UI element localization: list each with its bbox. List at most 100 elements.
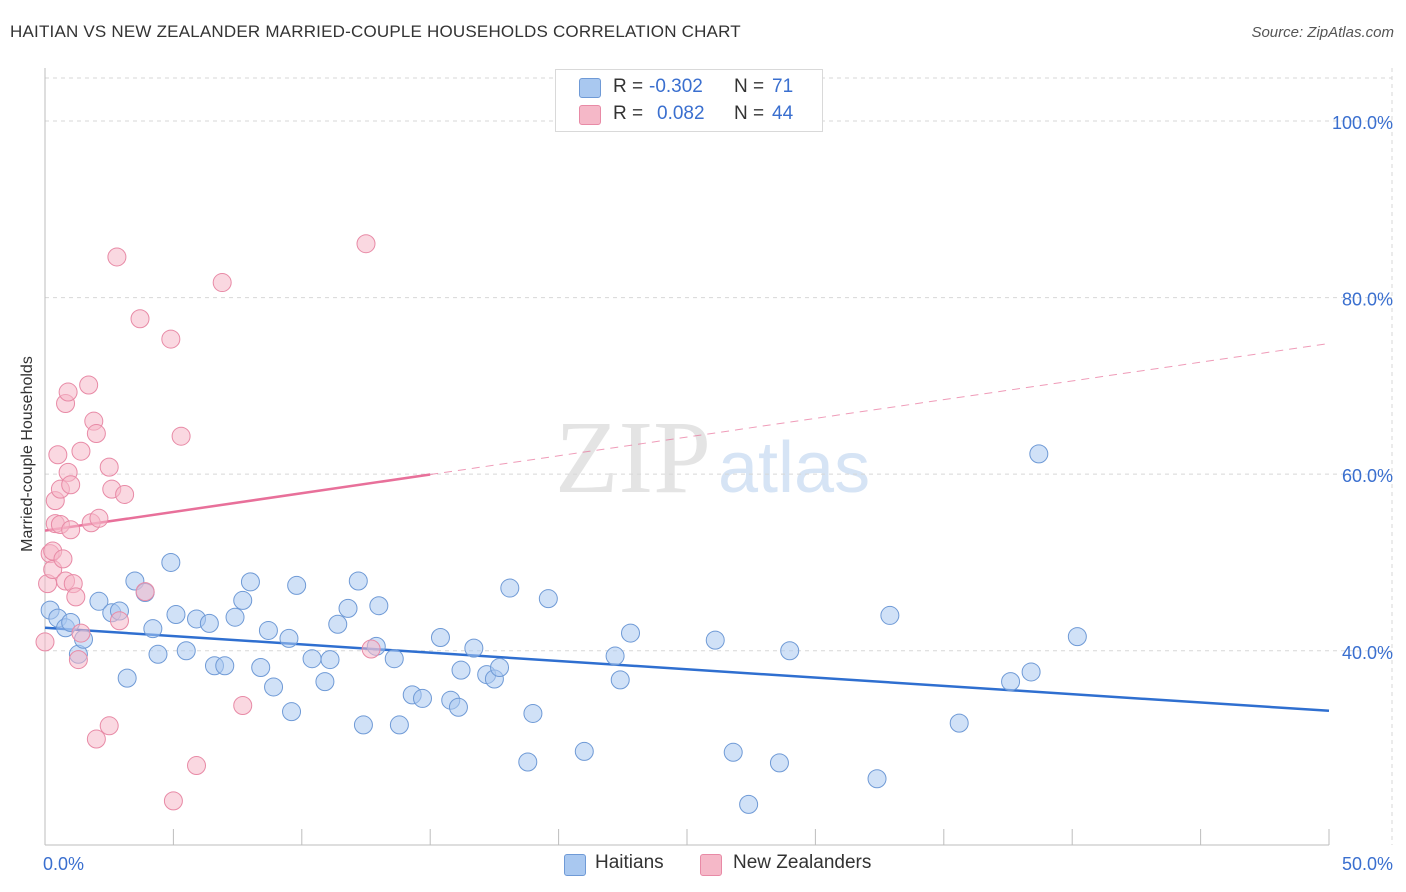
new-zealanders-n-value: 44 bbox=[772, 103, 794, 124]
new-zealanders-point bbox=[115, 484, 135, 504]
new-zealanders-point bbox=[135, 582, 155, 602]
haitians-point bbox=[574, 741, 594, 761]
haitians-point bbox=[780, 641, 800, 661]
haitians-point bbox=[621, 623, 641, 643]
haitians-point bbox=[518, 752, 538, 772]
new-zealanders-point bbox=[130, 309, 150, 329]
correlation-legend: R = -0.302 N = 71 R = 0.082 N = 44 bbox=[555, 69, 823, 132]
new-zealanders-point bbox=[61, 520, 81, 540]
haitians-point bbox=[500, 578, 520, 598]
y-tick-label: 100.0% bbox=[1332, 113, 1393, 133]
new-zealanders-point bbox=[79, 375, 99, 395]
haitians-point bbox=[225, 607, 245, 627]
haitians-point bbox=[353, 715, 373, 735]
haitians-point bbox=[240, 572, 260, 592]
legend-row-new-zealanders: R = 0.082 N = 44 bbox=[556, 101, 822, 127]
haitians-point bbox=[605, 646, 625, 666]
haitians-point bbox=[448, 697, 468, 717]
haitians-point bbox=[258, 620, 278, 640]
haitians-point bbox=[538, 589, 558, 609]
haitians-point bbox=[723, 742, 743, 762]
haitians-legend-label: Haitians bbox=[595, 852, 664, 873]
haitians-point bbox=[369, 596, 389, 616]
haitians-point bbox=[315, 672, 335, 692]
haitians-point bbox=[389, 715, 409, 735]
haitians-trend-line bbox=[44, 626, 1330, 713]
watermark-atlas: atlas bbox=[718, 428, 870, 508]
haitians-point bbox=[1001, 672, 1021, 692]
x-tick-label-max: 50.0% bbox=[1342, 854, 1393, 874]
haitians-point bbox=[610, 670, 630, 690]
haitians-point bbox=[880, 605, 900, 625]
haitians-point bbox=[1067, 627, 1087, 647]
new-zealanders-point bbox=[53, 549, 73, 569]
haitians-point bbox=[148, 644, 168, 664]
new-zealanders-point bbox=[107, 247, 127, 267]
haitians-point bbox=[176, 641, 196, 661]
new-zealanders-point bbox=[86, 424, 106, 444]
haitians-point bbox=[117, 668, 137, 688]
r-label: R = bbox=[613, 103, 644, 124]
haitians-point bbox=[384, 649, 404, 669]
r-label: R = bbox=[613, 76, 644, 97]
haitians-point bbox=[523, 703, 543, 723]
haitians-swatch bbox=[579, 78, 601, 98]
haitians-point bbox=[412, 688, 432, 708]
new-zealanders-point bbox=[233, 695, 253, 715]
haitians-point bbox=[338, 598, 358, 618]
haitians-point bbox=[166, 605, 186, 625]
y-tick-label: 80.0% bbox=[1342, 290, 1393, 310]
haitians-point bbox=[451, 660, 471, 680]
new-zealanders-point bbox=[99, 457, 119, 477]
new-zealanders-point bbox=[361, 639, 381, 659]
haitians-point bbox=[320, 650, 340, 670]
new-zealanders-point bbox=[71, 623, 91, 643]
source-label: Source: ZipAtlas.com bbox=[1251, 24, 1394, 41]
haitians-point bbox=[490, 658, 510, 678]
y-tick-label: 40.0% bbox=[1342, 643, 1393, 663]
new-zealanders-point bbox=[163, 791, 183, 811]
haitians-point bbox=[282, 702, 302, 722]
new-zealanders-swatch bbox=[579, 105, 601, 125]
haitians-point bbox=[302, 649, 322, 669]
new-zealanders-point bbox=[356, 234, 376, 254]
n-label: N = bbox=[734, 103, 765, 124]
haitians-n-value: 71 bbox=[772, 76, 794, 97]
haitians-point bbox=[161, 552, 181, 572]
new-zealanders-point bbox=[109, 611, 129, 631]
haitians-point bbox=[949, 713, 969, 733]
new-zealanders-point bbox=[66, 587, 86, 607]
haitians-point bbox=[328, 614, 348, 634]
haitians-point bbox=[199, 613, 219, 633]
haitians-point bbox=[287, 575, 307, 595]
y-tick-label: 60.0% bbox=[1342, 466, 1393, 486]
haitians-point bbox=[1029, 444, 1049, 464]
haitians-point bbox=[89, 591, 109, 611]
haitians-point bbox=[251, 658, 271, 678]
haitians-r-value: -0.302 bbox=[649, 76, 703, 97]
new-zealanders-r-value: 0.082 bbox=[657, 103, 705, 124]
haitians-point bbox=[143, 619, 163, 639]
new-zealanders-point bbox=[171, 426, 191, 446]
haitians-point bbox=[739, 794, 759, 814]
x-tick-label-min: 0.0% bbox=[43, 854, 84, 874]
chart-title: HAITIAN VS NEW ZEALANDER MARRIED-COUPLE … bbox=[10, 22, 741, 41]
new-zealanders-point bbox=[161, 329, 181, 349]
new-zealanders-trend-extension bbox=[430, 342, 1330, 476]
haitians-point bbox=[264, 677, 284, 697]
haitians-point bbox=[233, 590, 253, 610]
n-label: N = bbox=[734, 76, 765, 97]
new-zealanders-point bbox=[212, 273, 232, 293]
new-zealanders-point bbox=[35, 632, 55, 652]
haitians-point bbox=[867, 769, 887, 789]
new-zealanders-point bbox=[71, 441, 91, 461]
new-zealanders-legend-label: New Zealanders bbox=[733, 852, 872, 873]
new-zealanders-trend-line bbox=[44, 473, 431, 532]
trend-lines bbox=[44, 342, 1330, 713]
new-zealanders-point bbox=[58, 382, 78, 402]
axes bbox=[44, 68, 1330, 846]
y-axis-title: Married-couple Households bbox=[19, 356, 36, 552]
data-points bbox=[35, 234, 1087, 814]
new-zealanders-legend-swatch bbox=[700, 854, 722, 876]
haitians-point bbox=[430, 628, 450, 648]
